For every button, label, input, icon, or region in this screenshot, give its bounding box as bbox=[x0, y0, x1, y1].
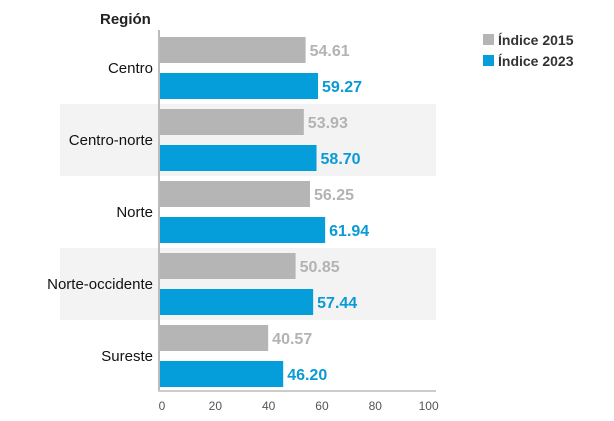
bar-2015 bbox=[160, 37, 306, 63]
legend: Índice 2015 Índice 2023 bbox=[483, 32, 574, 69]
x-tick-label: 40 bbox=[262, 399, 276, 413]
bar-2023 bbox=[160, 361, 284, 387]
legend-label: Índice 2015 bbox=[498, 32, 574, 48]
bar-2015 bbox=[160, 253, 296, 279]
value-label: 46.20 bbox=[287, 367, 327, 384]
x-tick-label: 0 bbox=[159, 399, 166, 413]
legend-swatch bbox=[483, 34, 494, 45]
value-label: 57.44 bbox=[317, 295, 357, 312]
legend-swatch bbox=[483, 55, 494, 66]
value-label: 56.25 bbox=[314, 187, 354, 204]
category-label: Centro-norte bbox=[69, 132, 153, 149]
category-label: Norte-occidente bbox=[47, 276, 153, 293]
value-label: 61.94 bbox=[329, 223, 369, 240]
x-tick-label: 100 bbox=[419, 399, 439, 413]
bar-2023 bbox=[160, 73, 319, 99]
bar-2023 bbox=[160, 289, 314, 315]
category-label: Norte bbox=[116, 204, 153, 221]
x-tick-label: 20 bbox=[209, 399, 223, 413]
value-label: 50.85 bbox=[300, 259, 340, 276]
bar-2023 bbox=[160, 145, 317, 171]
bar-2015 bbox=[160, 109, 304, 135]
x-tick-label: 60 bbox=[315, 399, 329, 413]
bar-2023 bbox=[160, 217, 326, 243]
legend-label: Índice 2023 bbox=[498, 53, 574, 69]
value-label: 58.70 bbox=[321, 151, 361, 168]
category-label: Sureste bbox=[101, 348, 153, 365]
value-label: 53.93 bbox=[308, 115, 348, 132]
value-label: 40.57 bbox=[272, 331, 312, 348]
value-label: 59.27 bbox=[322, 79, 362, 96]
x-tick-label: 80 bbox=[369, 399, 383, 413]
bar-2015 bbox=[160, 325, 269, 351]
value-label: 54.61 bbox=[310, 43, 350, 60]
category-label: Centro bbox=[108, 60, 153, 77]
chart-title: Región bbox=[100, 11, 151, 28]
bar-2015 bbox=[160, 181, 310, 207]
